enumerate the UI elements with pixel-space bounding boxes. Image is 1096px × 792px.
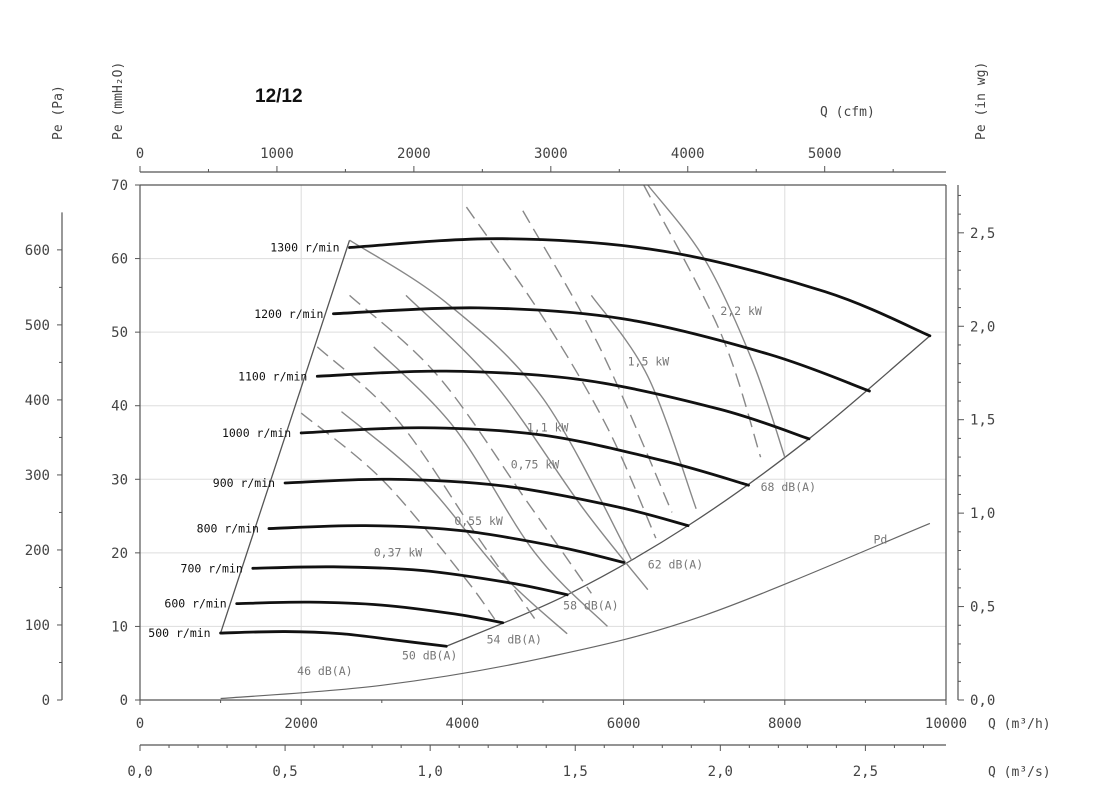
power-curve-solid [590,294,697,509]
power-label: 1,5 kW [628,354,670,368]
pa-tick-label: 300 [25,468,50,484]
speed-curve [219,630,448,648]
speed-curve [332,306,871,393]
y-tick-label: 40 [111,399,128,415]
power-label: 0,75 kW [511,457,560,471]
power-label: 2,2 kW [720,304,762,318]
x-axis-label-m3s: Q (m³/s) [988,765,1051,780]
pd-curve [220,522,931,700]
power-curve-solid [349,239,633,561]
speed-label: 600 r/min [164,597,226,611]
cfm-tick-label: 2000 [397,146,431,162]
curves [219,184,932,700]
labels: 12/12 Q (m³/h) Q (m³/s) Q (cfm) Pe (Pa) Pe (… [51,62,1051,780]
noise-label: 46 dB(A) [297,664,352,678]
power-curve-solid [405,294,649,591]
power-curve-dashed [300,412,496,620]
inwg-tick-label: 1,0 [970,506,995,522]
y-axis-label-mmh2o: Pe (mmH₂O) [111,62,126,140]
grid [140,185,946,700]
speed-label: 800 r/min [197,522,259,536]
pd-label: Pd [873,532,887,546]
power-curve-dashed [522,210,673,513]
pa-tick-label: 200 [25,543,50,559]
x-tick-label: 2000 [284,716,318,732]
noise-label: 58 dB(A) [563,599,618,613]
speed-curve [251,565,569,597]
y-tick-label: 20 [111,546,128,562]
cfm-tick-label: 5000 [808,146,842,162]
noise-label: 54 dB(A) [487,632,542,646]
speed-curve [315,369,811,441]
envelope-left-line [219,239,351,634]
inwg-tick-label: 2,5 [970,226,995,242]
pa-tick-label: 0 [42,693,50,709]
noise-label: 62 dB(A) [648,557,703,571]
y-tick-label: 70 [111,178,128,194]
power-label: 1,1 kW [527,420,569,434]
speed-curve [299,426,750,487]
speed-label: 900 r/min [213,476,275,490]
speed-curve [267,524,625,564]
m3s-tick-label: 1,0 [418,764,443,780]
axes: 0 10 20 30 40 50 60 70 0 100 200 300 400 500 600 0,0 0,5… [25,146,996,780]
m3s-tick-label: 1,5 [563,764,588,780]
cfm-tick-label: 4000 [671,146,705,162]
x-tick-label: 0 [136,716,144,732]
y-tick-label: 50 [111,325,128,341]
speed-label: 1300 r/min [270,241,339,255]
y-tick-label: 0 [120,693,128,709]
x-tick-label: 6000 [607,716,641,732]
power-curve-dashed [643,184,762,458]
x-tick-label: 10000 [925,716,967,732]
m3s-tick-label: 0,5 [272,764,297,780]
y-axis-label-pa: Pe (Pa) [51,85,66,140]
y-axis-label-inwg: Pe (in wg) [974,62,989,140]
x-axis-label-m3h: Q (m³/h) [988,717,1051,732]
y-tick-label: 10 [111,619,128,635]
speed-label: 500 r/min [148,626,210,640]
speed-label: 1100 r/min [238,369,307,383]
y-tick-label: 30 [111,472,128,488]
noise-label: 50 dB(A) [402,649,457,663]
pa-tick-label: 500 [25,318,50,334]
envelope-right-line [446,335,931,647]
power-curve-solid [341,411,568,635]
speed-label: 1200 r/min [254,307,323,321]
inwg-tick-label: 0,0 [970,693,995,709]
x-tick-label: 8000 [768,716,802,732]
speed-label: 1000 r/min [222,426,291,440]
cfm-tick-label: 3000 [534,146,568,162]
inwg-tick-label: 0,5 [970,600,995,616]
cfm-tick-label: 0 [136,146,144,162]
pa-tick-label: 600 [25,243,50,259]
power-curve-solid [373,346,608,627]
noise-label: 68 dB(A) [761,480,816,494]
m3s-tick-label: 2,5 [853,764,878,780]
m3s-tick-label: 0,0 [127,764,152,780]
speed-label: 700 r/min [181,561,243,575]
power-curve-dashed [465,206,657,539]
speed-curve [283,477,690,528]
pa-tick-label: 400 [25,393,50,409]
y-tick-label: 60 [111,252,128,268]
speed-curve [348,237,932,338]
inwg-tick-label: 2,0 [970,319,995,335]
x-tick-label: 4000 [446,716,480,732]
power-curve-dashed [349,294,592,594]
x-axis-label-cfm: Q (cfm) [820,105,875,120]
speed-curve [235,600,505,625]
m3s-tick-label: 2,0 [708,764,733,780]
cfm-tick-label: 1000 [260,146,294,162]
power-curve-solid [647,184,786,458]
power-label: 0,37 kW [374,546,423,560]
inwg-tick-label: 1,5 [970,413,995,429]
chart-title: 12/12 [255,86,303,107]
pa-tick-label: 100 [25,618,50,634]
power-label: 0,55 kW [454,514,503,528]
